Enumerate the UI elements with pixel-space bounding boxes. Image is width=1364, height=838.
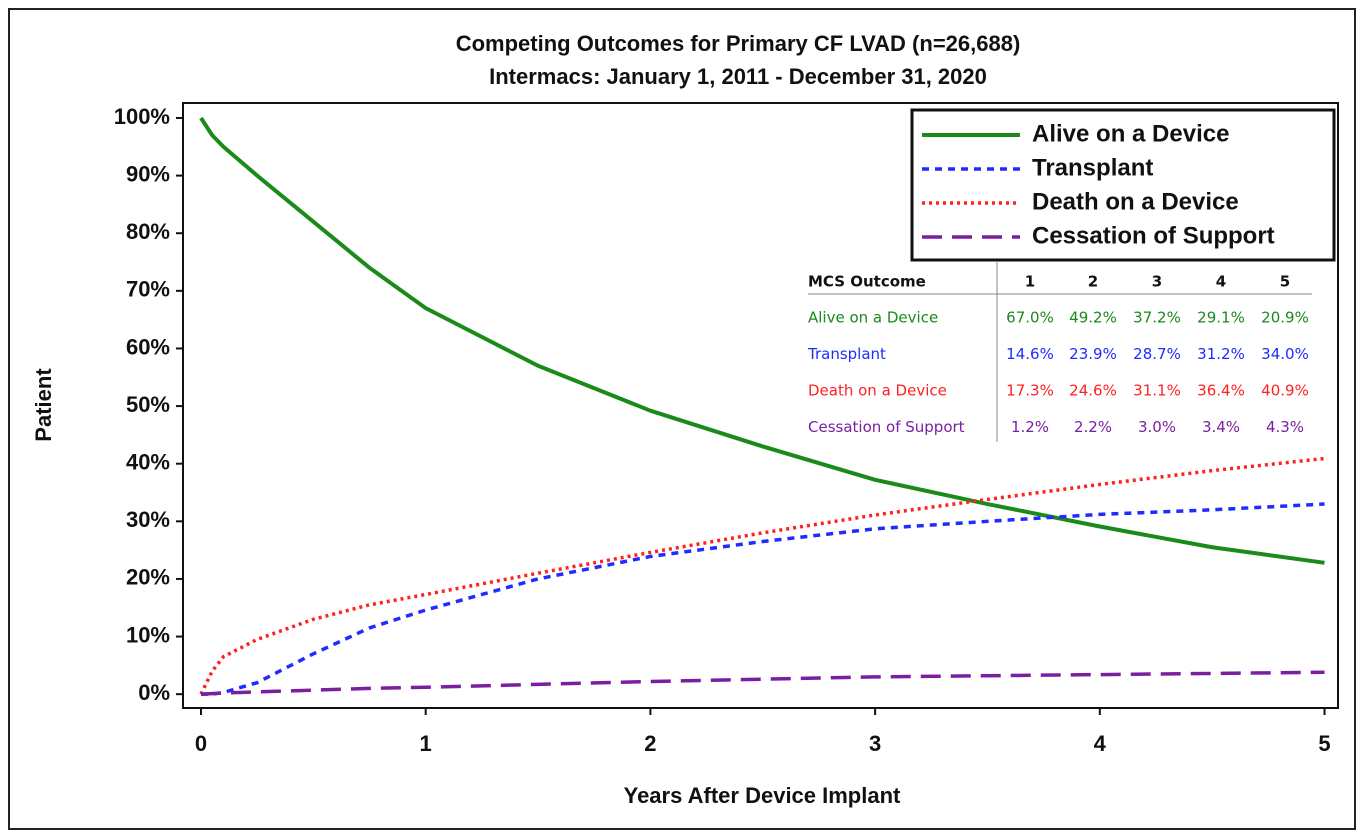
y-tick-label: 40% xyxy=(126,450,170,475)
table-cell: 37.2% xyxy=(1133,309,1181,327)
table-cell: Cessation of Support xyxy=(808,418,965,436)
table-cell: Alive on a Device xyxy=(808,309,938,327)
table-header: 1 xyxy=(1025,273,1035,291)
x-axis-label: Years After Device Implant xyxy=(624,783,901,808)
y-tick-label: 30% xyxy=(126,507,170,532)
x-tick-label: 5 xyxy=(1318,731,1330,756)
chart-title: Competing Outcomes for Primary CF LVAD (… xyxy=(456,31,1021,56)
y-tick-label: 10% xyxy=(126,622,170,647)
table-cell: Death on a Device xyxy=(808,382,947,400)
table-cell: 23.9% xyxy=(1069,345,1117,363)
table-cell: 17.3% xyxy=(1006,382,1054,400)
table-header: 2 xyxy=(1088,273,1098,291)
x-tick-label: 2 xyxy=(644,731,656,756)
table-cell: 3.0% xyxy=(1138,418,1176,436)
chart-subtitle: Intermacs: January 1, 2011 - December 31… xyxy=(489,64,987,89)
series-line xyxy=(199,116,1325,565)
y-tick-label: 80% xyxy=(126,219,170,244)
table-cell: 49.2% xyxy=(1069,309,1117,327)
y-tick-label: 20% xyxy=(126,565,170,590)
legend-label: Transplant xyxy=(1032,154,1153,181)
table-cell: 29.1% xyxy=(1197,309,1245,327)
table-cell: 3.4% xyxy=(1202,418,1240,436)
y-tick-label: 100% xyxy=(114,104,170,129)
table-cell: 14.6% xyxy=(1006,345,1054,363)
table-cell: 20.9% xyxy=(1261,309,1309,327)
table-header: 5 xyxy=(1280,273,1290,291)
y-tick-label: 0% xyxy=(138,680,170,705)
y-tick-label: 50% xyxy=(126,392,170,417)
x-tick-label: 3 xyxy=(869,731,881,756)
table-cell: 36.4% xyxy=(1197,382,1245,400)
outer-border xyxy=(8,8,1356,830)
table-cell: 31.2% xyxy=(1197,345,1245,363)
table-header: 4 xyxy=(1216,273,1226,291)
y-tick-label: 70% xyxy=(126,277,170,302)
x-tick-label: 0 xyxy=(195,731,207,756)
x-tick-label: 4 xyxy=(1094,731,1107,756)
table-cell: 34.0% xyxy=(1261,345,1309,363)
table-header: MCS Outcome xyxy=(808,273,926,291)
y-tick-label: 60% xyxy=(126,334,170,359)
y-tick-label: 90% xyxy=(126,161,170,186)
legend-label: Cessation of Support xyxy=(1032,222,1275,249)
table-cell: 1.2% xyxy=(1011,418,1049,436)
table-cell: 28.7% xyxy=(1133,345,1181,363)
table-cell: 4.3% xyxy=(1266,418,1304,436)
series-line xyxy=(200,502,1325,696)
table-cell: 24.6% xyxy=(1069,382,1117,400)
y-axis-label: Patient xyxy=(31,368,56,442)
legend-label: Death on a Device xyxy=(1032,188,1239,215)
series-line xyxy=(200,670,1325,696)
table-cell: 2.2% xyxy=(1074,418,1112,436)
table-cell: Transplant xyxy=(807,345,886,363)
table-header: 3 xyxy=(1152,273,1162,291)
legend-label: Alive on a Device xyxy=(1032,120,1229,147)
x-tick-label: 1 xyxy=(420,731,432,756)
table-cell: 40.9% xyxy=(1261,382,1309,400)
table-cell: 31.1% xyxy=(1133,382,1181,400)
table-cell: 67.0% xyxy=(1006,309,1054,327)
series-line xyxy=(199,456,1325,695)
